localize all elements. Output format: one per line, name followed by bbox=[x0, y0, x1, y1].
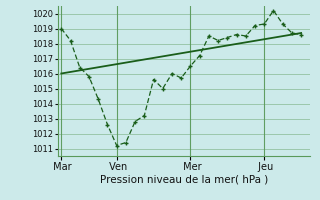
X-axis label: Pression niveau de la mer( hPa ): Pression niveau de la mer( hPa ) bbox=[100, 174, 268, 184]
